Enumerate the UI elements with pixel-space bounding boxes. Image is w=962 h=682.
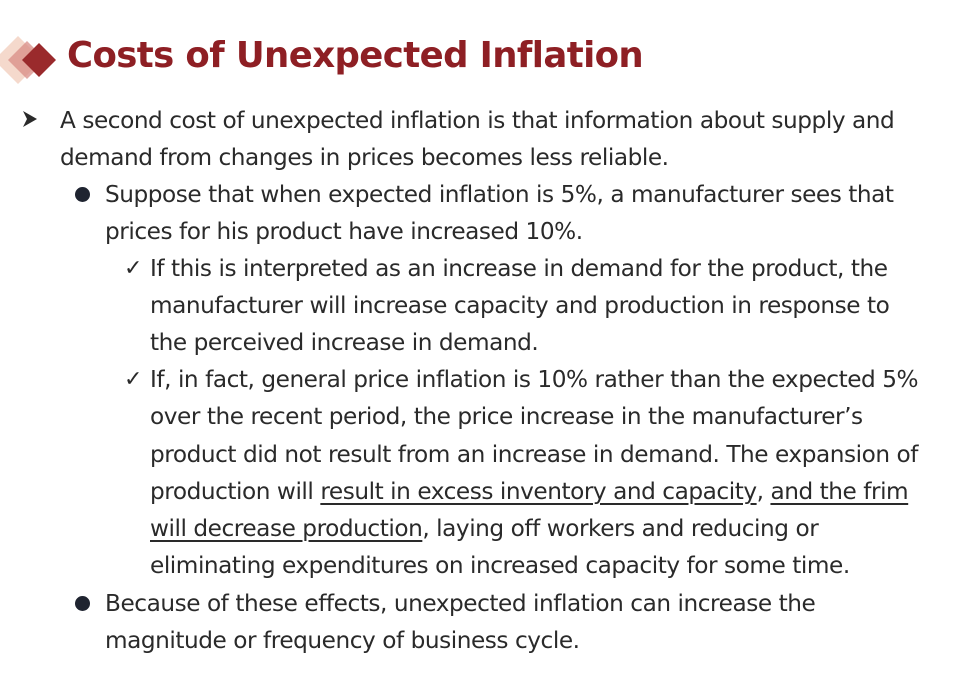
bullet-text-line: eliminating expenditures on increased ca… [150, 552, 850, 579]
bullet-text-line: manufacturer will increase capacity and … [150, 292, 890, 319]
dot-bullet-icon [75, 596, 90, 611]
underlined-phrase: result in excess inventory and capacity [320, 478, 757, 505]
bullet-text-line: Because of these effects, unexpected inf… [105, 590, 816, 617]
bullet-text-line: prices for his product have increased 10… [105, 218, 583, 245]
text-span: , laying off workers and reducing or [422, 515, 819, 542]
bullet-text-line: Suppose that when expected inflation is … [105, 181, 894, 208]
underlined-phrase: and the frim [770, 478, 909, 505]
bullet-text-line: If this is interpreted as an increase in… [150, 255, 888, 282]
bullet-text-line: If, in fact, general price inflation is … [150, 366, 919, 393]
bullet-text-line: magnitude or frequency of business cycle… [105, 627, 580, 654]
bullet-text-line: A second cost of unexpected inflation is… [60, 107, 895, 134]
checkmark-icon: ✓ [124, 256, 143, 281]
bullet-text-line: will decrease production, laying off wor… [150, 514, 819, 544]
underlined-phrase: will decrease production [150, 515, 423, 542]
bullet-text-line: production will result in excess invento… [150, 477, 909, 507]
arrow-bullet-icon [23, 111, 37, 127]
bullet-text-line: the perceived increase in demand. [150, 329, 539, 356]
bullet-text-line: product did not result from an increase … [150, 441, 918, 468]
checkmark-icon: ✓ [124, 367, 143, 392]
page-title: Costs of Unexpected Inflation [67, 35, 644, 76]
text-span: , [756, 478, 771, 505]
dot-bullet-icon [75, 187, 90, 202]
bullet-text-line: demand from changes in prices becomes le… [60, 144, 669, 171]
diamond-logo-icon [0, 36, 56, 84]
bullet-text-line: over the recent period, the price increa… [150, 403, 863, 430]
text-span: production will [150, 478, 321, 505]
